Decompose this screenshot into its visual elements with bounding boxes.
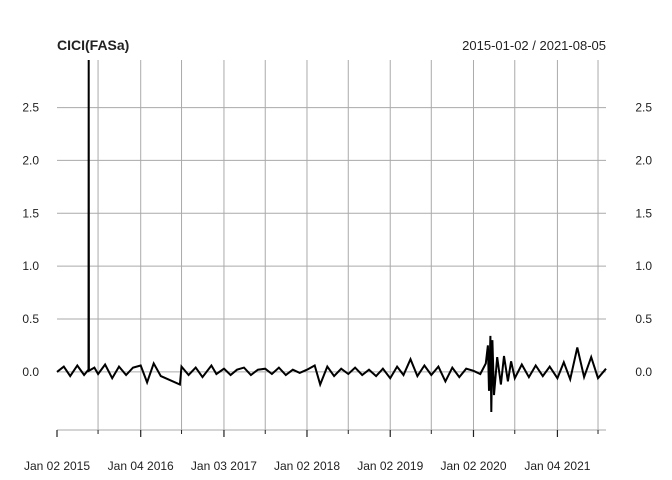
y-axis-left: 0.0 0.5 1.0 1.5 2.0 2.5 [22, 101, 39, 379]
y-tick-label-left: 0.0 [22, 365, 39, 379]
y-tick-label-right: 1.0 [635, 259, 652, 273]
series-line [56, 59, 607, 413]
y-tick-label-right: 1.5 [635, 206, 652, 220]
y-tick-label-left: 1.0 [22, 259, 39, 273]
y-tick-label-left: 2.0 [22, 153, 39, 167]
x-tick-label: Jan 04 2021 [524, 459, 590, 473]
y-axis-right: 0.0 0.5 1.0 1.5 2.0 2.5 [635, 101, 652, 379]
x-axis: Jan 02 2015 Jan 04 2016 Jan 03 2017 Jan 02 … [24, 429, 606, 473]
date-range-label: 2015-01-02 / 2021-08-05 [462, 38, 606, 53]
chart-title: CICI(FASa) [57, 37, 129, 53]
x-tick-label: Jan 04 2016 [108, 459, 174, 473]
y-tick-label-left: 0.5 [22, 312, 39, 326]
y-tick-label-left: 2.5 [22, 101, 39, 115]
series-group [56, 59, 607, 413]
x-tick-label: Jan 02 2015 [24, 459, 90, 473]
x-tick-label: Jan 02 2020 [440, 459, 506, 473]
y-tick-label-left: 1.5 [22, 206, 39, 220]
x-tick-label: Jan 03 2017 [191, 459, 257, 473]
x-tick-label: Jan 02 2018 [274, 459, 340, 473]
y-tick-label-right: 2.0 [635, 153, 652, 167]
x-tick-label: Jan 02 2019 [357, 459, 423, 473]
grid-lines [57, 60, 606, 430]
y-tick-label-right: 0.5 [635, 312, 652, 326]
y-tick-label-right: 0.0 [635, 365, 652, 379]
y-tick-label-right: 2.5 [635, 101, 652, 115]
